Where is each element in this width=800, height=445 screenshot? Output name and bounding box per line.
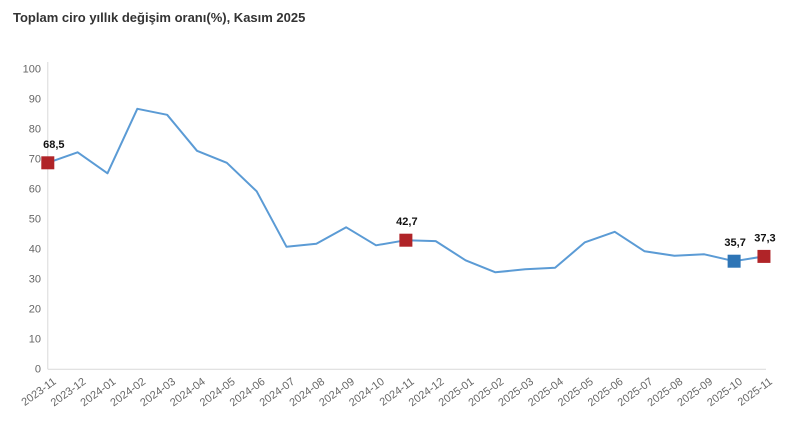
marker-2023-11 [41,156,55,170]
point-label-2024-11: 42,7 [396,216,417,228]
y-tick-label: 20 [29,303,41,315]
x-tick-label: 2025-11 [736,376,775,409]
marker-2025-10 [727,254,741,268]
y-tick-label: 50 [29,213,41,225]
y-tick-label: 30 [29,273,41,285]
y-tick-label: 10 [29,333,41,345]
y-tick-label: 0 [35,363,41,375]
point-label-2025-11: 37,3 [754,232,775,244]
marker-2024-11 [399,233,413,247]
series-line [46,107,765,274]
point-label-2023-11: 68,5 [43,139,64,151]
y-tick-label: 40 [29,243,41,255]
y-tick-label: 60 [29,183,41,195]
chart-title: Toplam ciro yıllık değişim oranı(%), Kas… [13,10,306,25]
y-tick-label: 100 [23,63,41,75]
y-tick-label: 70 [29,153,41,165]
marker-2025-11 [757,249,771,263]
y-tick-label: 80 [29,123,41,135]
y-tick-label: 90 [29,93,41,105]
point-label-2025-10: 35,7 [724,237,745,249]
